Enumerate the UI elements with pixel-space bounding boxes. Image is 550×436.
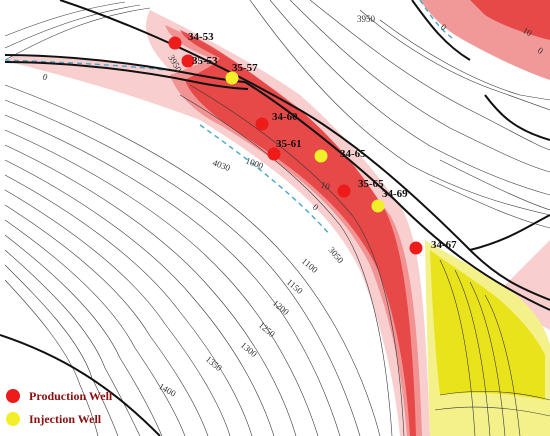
red-zone-topright-dark xyxy=(470,0,550,40)
well-label: 34-67 xyxy=(431,239,457,251)
contour-line xyxy=(469,281,506,436)
contour-line xyxy=(4,264,119,436)
contour-line xyxy=(4,234,163,436)
contour-line xyxy=(249,0,550,216)
red-zone-mid xyxy=(165,25,422,436)
contour-line xyxy=(4,114,341,436)
contour-line xyxy=(454,269,491,436)
map-legend: Production Well Injection Well xyxy=(6,386,146,432)
contour-line xyxy=(4,249,141,436)
well-label: 35-57 xyxy=(232,62,258,74)
production-well-marker xyxy=(267,147,281,161)
legend-injection-label: Injection Well xyxy=(29,411,102,426)
well-label: 34-69 xyxy=(382,188,408,200)
injection-well-marker xyxy=(371,199,385,213)
fault-upper xyxy=(4,54,246,83)
fault-main-lower-edge xyxy=(244,81,550,311)
contour-line xyxy=(4,204,209,436)
fault-right xyxy=(411,0,471,61)
zero-contours xyxy=(4,0,456,236)
well-label: 35-65 xyxy=(358,178,384,190)
production-well-marker xyxy=(255,117,269,131)
production-well-icon xyxy=(6,389,20,403)
fault-upper-lower-edge xyxy=(4,61,249,90)
injection-well-marker xyxy=(314,149,328,163)
contour-line xyxy=(439,159,550,211)
saturation-zones xyxy=(10,0,550,436)
well-label: 35-61 xyxy=(276,138,302,150)
contour-line xyxy=(4,219,186,436)
well-group: 34-53 35-53 35-57 34-60 35-61 34-65 35-6534-69… xyxy=(168,31,457,255)
contour-line xyxy=(4,99,361,436)
contour-line xyxy=(4,4,141,49)
legend-production-label: Production Well xyxy=(29,388,113,403)
contour-line xyxy=(379,19,550,101)
contour-lines xyxy=(4,0,550,436)
contour-line xyxy=(359,9,550,111)
contour-line xyxy=(309,0,550,151)
contour-line xyxy=(4,159,275,436)
contour-label: 0 xyxy=(311,202,321,213)
well-label: 34-60 xyxy=(272,111,298,123)
well-label: 34-65 xyxy=(340,148,366,160)
contour-line xyxy=(4,129,319,436)
red-zone-dark xyxy=(180,30,416,436)
contour-line xyxy=(429,179,550,229)
contour-label: 0 xyxy=(41,71,49,82)
production-well-marker xyxy=(337,184,351,198)
contour-label: 0 xyxy=(536,45,545,56)
contour-line xyxy=(179,94,393,436)
production-well-marker xyxy=(409,241,423,255)
zero-contour-line xyxy=(419,0,456,41)
well-label: 34-53 xyxy=(188,31,214,43)
contour-label: 0 xyxy=(439,22,449,33)
yellow-zone-core xyxy=(430,250,545,400)
contour-line xyxy=(4,279,99,436)
contour-line xyxy=(484,294,521,436)
zero-contour-line xyxy=(4,59,166,71)
contour-line xyxy=(434,406,550,417)
contour-line xyxy=(439,259,476,436)
legend-injection: Injection Well xyxy=(6,409,146,429)
contour-line xyxy=(4,7,151,61)
production-well-marker xyxy=(181,54,195,68)
contour-line xyxy=(4,1,126,37)
injection-well-icon xyxy=(6,412,20,426)
fault-right-edge xyxy=(484,94,550,141)
contour-line xyxy=(289,0,550,173)
zero-contour-line xyxy=(199,124,331,236)
fault-main xyxy=(59,0,550,301)
legend-production: Production Well xyxy=(6,386,146,406)
red-zone-right xyxy=(500,240,550,330)
contour-line xyxy=(439,391,550,401)
well-label: 35-53 xyxy=(192,55,218,67)
contour-line xyxy=(4,144,297,436)
fault-lower-right xyxy=(469,214,550,251)
contour-line xyxy=(4,189,231,436)
contour-line xyxy=(4,174,253,436)
fault-lower-left xyxy=(0,334,161,436)
production-well-marker xyxy=(168,36,182,50)
contour-label: 3950 xyxy=(357,14,376,24)
injection-well-marker xyxy=(225,71,239,85)
contour-line xyxy=(4,84,381,436)
contour-line xyxy=(269,0,550,196)
contour-line xyxy=(189,84,405,436)
contour-label: 10 xyxy=(319,179,331,192)
